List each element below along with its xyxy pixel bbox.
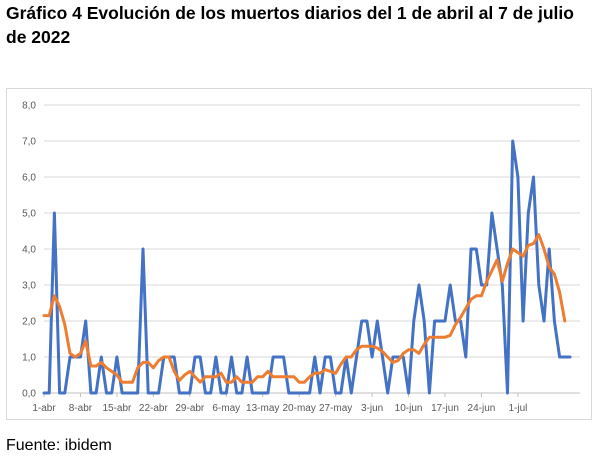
gridlines (44, 104, 580, 394)
x-tick-label: 29-abr (175, 403, 205, 414)
y-tick-label: 1,0 (22, 353, 36, 364)
x-tick-label: 8-abr (69, 403, 93, 414)
x-tick-label: 13-may (246, 403, 279, 414)
y-tick-label: 7,0 (22, 137, 36, 148)
y-tick-label: 5,0 (22, 209, 36, 220)
x-axis-ticks: 1-abr 8-abr 15-abr 22-abr 29-abr 6-may 13-may 2… (32, 393, 527, 414)
x-tick-label: 3-jun (361, 403, 383, 414)
y-tick-label: 0,0 (22, 389, 36, 400)
y-tick-label: 8,0 (22, 101, 36, 112)
series-average-line (42, 233, 567, 384)
y-tick-label: 6,0 (22, 173, 36, 184)
y-tick-label: 4,0 (22, 245, 36, 256)
x-tick-label: 15-abr (102, 403, 132, 414)
series-lines (42, 139, 572, 395)
series-daily-line (42, 139, 572, 395)
x-tick-label: 17-jun (431, 403, 459, 414)
source-note: Fuente: ibidem (6, 437, 112, 454)
x-tick-label: 1-abr (32, 403, 56, 414)
y-tick-label: 2,0 (22, 317, 36, 328)
chart-area (6, 88, 592, 420)
x-tick-label: 22-abr (139, 403, 169, 414)
y-tick-label: 3,0 (22, 281, 36, 292)
x-tick-label: 10-jun (395, 403, 423, 414)
x-tick-label: 27-may (319, 403, 352, 414)
x-tick-label: 20-may (283, 403, 316, 414)
x-tick-label: 24-jun (468, 403, 496, 414)
x-tick-label: 1-jul (508, 403, 527, 414)
x-tick-label: 6-may (212, 403, 240, 414)
y-axis-ticks: 0,0 1,0 2,0 3,0 4,0 5,0 6,0 7,0 8,0 (22, 101, 36, 400)
chart-title: Gráfico 4 Evolución de los muertos diari… (6, 3, 574, 47)
